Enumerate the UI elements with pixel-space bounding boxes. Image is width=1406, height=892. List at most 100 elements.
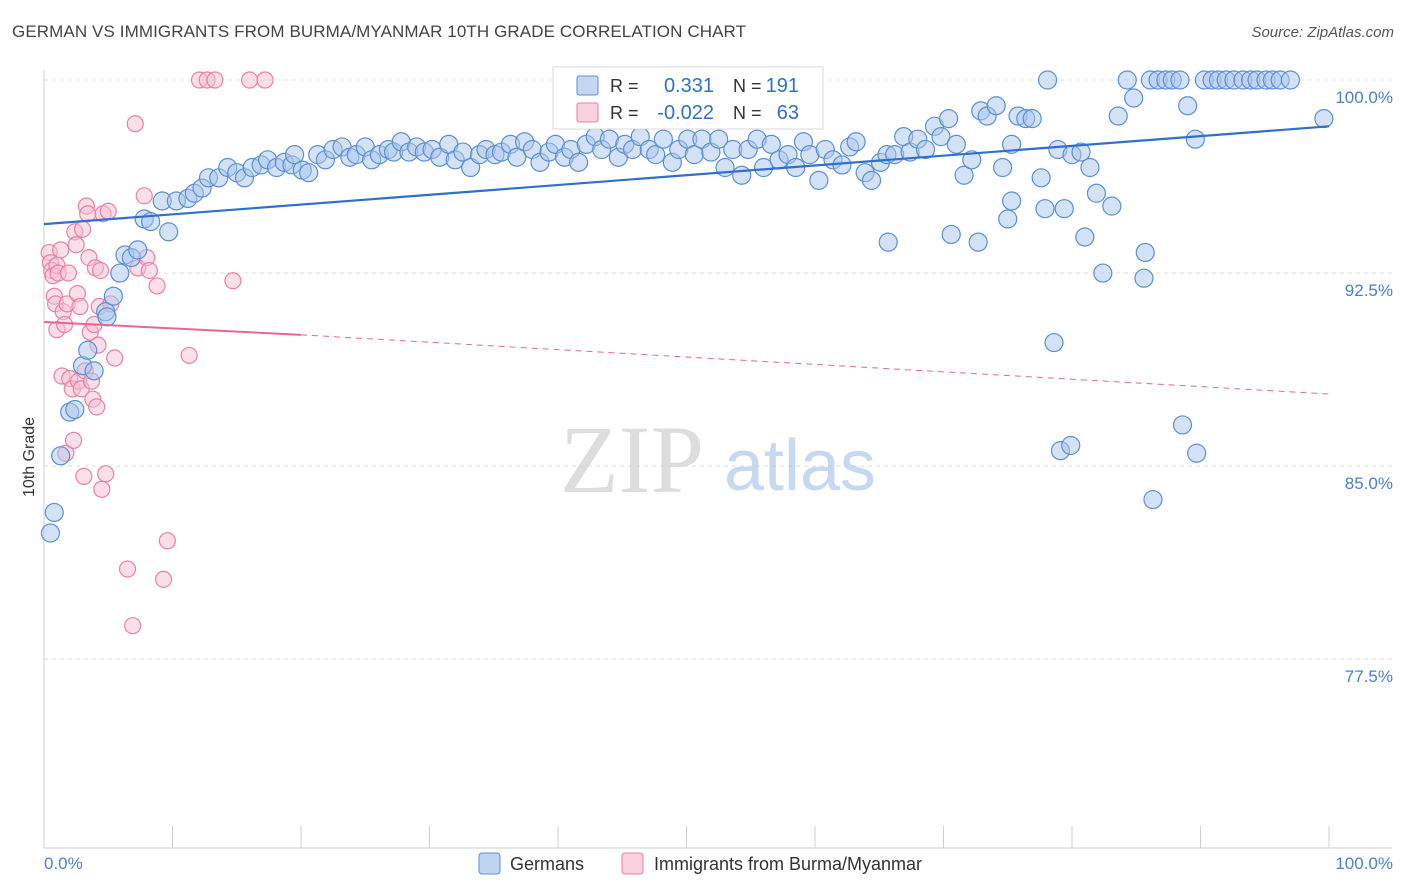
germans-point bbox=[846, 132, 866, 152]
germans-point bbox=[986, 96, 1006, 116]
bottom-legend-label-burma: Immigrants from Burma/Myanmar bbox=[654, 854, 922, 874]
germans-point bbox=[709, 129, 729, 149]
germans-point bbox=[809, 170, 829, 190]
burma-point bbox=[71, 297, 89, 316]
germans-point bbox=[1178, 96, 1198, 116]
burma-point bbox=[93, 480, 111, 498]
germans-point bbox=[1135, 242, 1155, 263]
legend-n-label-germans: N = bbox=[733, 76, 762, 96]
burma-point bbox=[158, 532, 176, 550]
bottom-legend-swatch-burma bbox=[621, 852, 644, 875]
legend-n-value-burma: 63 bbox=[777, 102, 799, 124]
germans-point bbox=[753, 157, 774, 178]
germans-point bbox=[1134, 268, 1154, 288]
burma-point bbox=[126, 115, 144, 133]
germans-point bbox=[110, 263, 130, 283]
germans-point bbox=[1054, 199, 1074, 219]
burma-point bbox=[154, 570, 173, 588]
burma-point bbox=[118, 560, 137, 578]
legend-swatch-germans bbox=[576, 75, 599, 96]
germans-point bbox=[954, 165, 974, 185]
germans-point bbox=[1031, 168, 1051, 188]
germans-trend-line bbox=[43, 125, 1330, 226]
germans-point bbox=[1075, 227, 1095, 247]
burma-point bbox=[64, 431, 83, 449]
germans-point bbox=[931, 127, 951, 147]
chart-title: GERMAN VS IMMIGRANTS FROM BURMA/MYANMAR … bbox=[12, 22, 747, 41]
y-tick-labels: 100.0% 92.5% 85.0% 77.5% bbox=[1335, 88, 1393, 686]
burma-point bbox=[140, 261, 158, 280]
germans-point bbox=[732, 165, 752, 185]
burma-point bbox=[99, 202, 117, 220]
germans-point bbox=[1037, 70, 1058, 90]
y-tick-label: 100.0% bbox=[1335, 88, 1393, 107]
legend-swatch-burma bbox=[576, 102, 599, 123]
germans-point bbox=[507, 147, 527, 167]
burma-point bbox=[67, 236, 85, 254]
germans-point bbox=[1002, 191, 1022, 211]
bottom-legend-label-germans: Germans bbox=[510, 854, 584, 874]
germans-point bbox=[1022, 109, 1042, 129]
germans-point bbox=[1093, 263, 1113, 283]
germans-point bbox=[993, 157, 1013, 178]
burma-point bbox=[106, 349, 124, 367]
burma-point bbox=[148, 277, 166, 295]
germans-point bbox=[1002, 134, 1022, 154]
germans-point bbox=[1071, 142, 1091, 162]
y-tick-label: 92.5% bbox=[1345, 281, 1393, 300]
legend-r-value-germans: 0.331 bbox=[664, 75, 714, 97]
legend-n-label-burma: N = bbox=[733, 103, 762, 123]
germans-point bbox=[946, 134, 966, 154]
germans-point bbox=[1143, 489, 1163, 510]
burma-point bbox=[73, 220, 92, 238]
burma-trend-line-extension bbox=[300, 334, 1330, 395]
burma-point bbox=[241, 71, 259, 89]
germans-point bbox=[284, 145, 305, 165]
germans-point bbox=[1117, 70, 1137, 90]
germans-point bbox=[1185, 129, 1205, 149]
germans-point bbox=[128, 240, 148, 260]
germans-point bbox=[159, 222, 179, 242]
trend-lines bbox=[43, 125, 1330, 395]
germans-point bbox=[915, 139, 936, 160]
germans-point bbox=[1314, 109, 1334, 129]
bottom-legend: Germans Immigrants from Burma/Myanmar bbox=[478, 852, 922, 875]
burma-point bbox=[206, 71, 224, 89]
germans-point bbox=[97, 307, 117, 327]
y-tick-label: 85.0% bbox=[1345, 474, 1393, 493]
axes bbox=[43, 70, 1392, 849]
y-axis-label: 10th Grade bbox=[21, 417, 38, 497]
germans-point bbox=[84, 361, 104, 381]
burma-point bbox=[135, 187, 153, 205]
germans-point bbox=[653, 129, 673, 149]
germans-point bbox=[44, 502, 64, 523]
burma-point bbox=[88, 398, 106, 416]
germans-point bbox=[962, 150, 982, 170]
stats-legend: R = 0.331 N = 191 R = -0.022 N = 63 bbox=[552, 66, 824, 130]
legend-n-value-germans: 191 bbox=[766, 75, 799, 97]
burma-point bbox=[75, 467, 93, 485]
burma-point bbox=[91, 261, 110, 280]
germans-point bbox=[1061, 435, 1081, 456]
burma-point bbox=[97, 465, 115, 483]
germans-point bbox=[1102, 196, 1122, 216]
germans-point bbox=[861, 170, 882, 190]
watermark-atlas: atlas bbox=[724, 426, 876, 506]
source-label: Source: ZipAtlas.com bbox=[1251, 24, 1394, 41]
germans-point bbox=[568, 152, 589, 172]
germans-point bbox=[103, 286, 123, 306]
legend-r-label-burma: R = bbox=[610, 103, 639, 123]
legend-r-label-germans: R = bbox=[610, 76, 639, 96]
burma-point bbox=[224, 272, 242, 290]
burma-series bbox=[40, 71, 274, 635]
germans-point bbox=[65, 399, 85, 420]
germans-point bbox=[51, 446, 71, 466]
germans-point bbox=[878, 232, 898, 252]
germans-point bbox=[941, 224, 961, 245]
bottom-legend-swatch-germans bbox=[478, 852, 501, 875]
burma-point bbox=[55, 315, 74, 334]
burma-point bbox=[52, 241, 70, 259]
germans-point bbox=[299, 163, 319, 183]
germans-point bbox=[761, 134, 781, 154]
